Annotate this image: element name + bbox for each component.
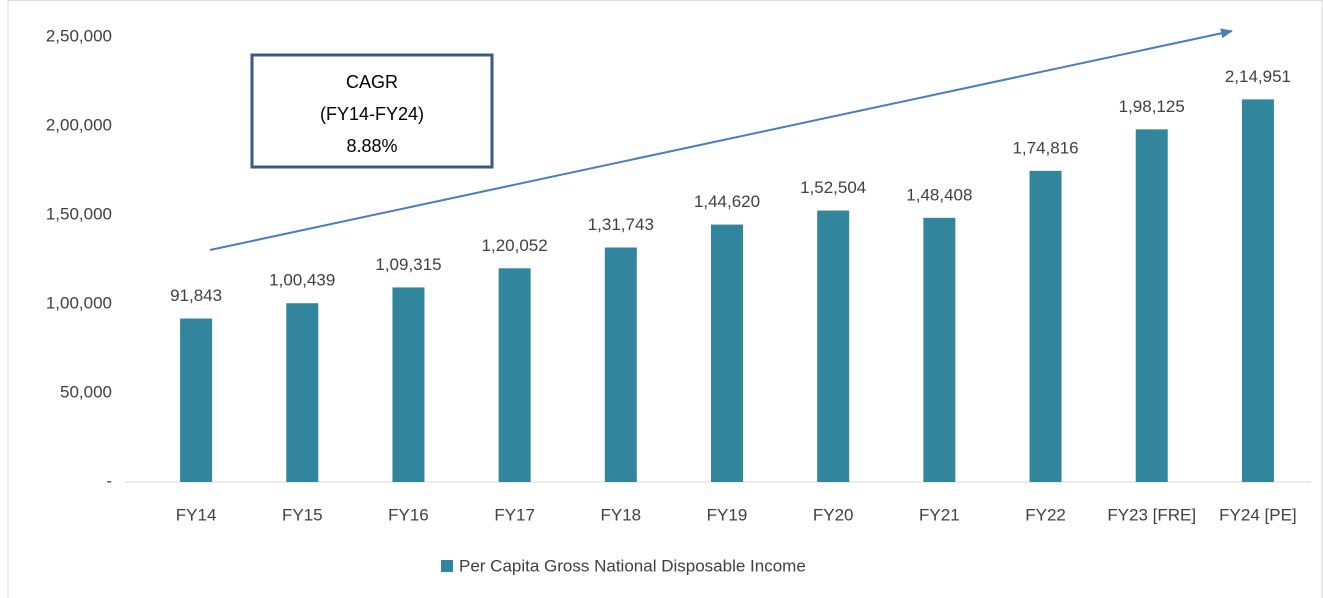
data-label: 1,09,315 xyxy=(375,255,441,274)
data-label: 1,48,408 xyxy=(906,185,972,204)
bar xyxy=(392,287,425,482)
y-tick-label: 2,50,000 xyxy=(46,26,112,45)
y-tick-label: 50,000 xyxy=(60,382,112,401)
cagr-box xyxy=(250,53,494,169)
bar xyxy=(286,303,319,482)
bar xyxy=(1241,99,1274,483)
x-tick-label: FY15 xyxy=(282,505,323,524)
x-tick-label: FY18 xyxy=(600,505,641,524)
data-label: 1,74,816 xyxy=(1012,138,1078,157)
bar xyxy=(817,210,850,482)
bar xyxy=(711,224,743,482)
bar xyxy=(1135,129,1168,482)
bar xyxy=(180,318,213,482)
x-tick-label: FY17 xyxy=(494,505,535,524)
x-tick-label: FY22 xyxy=(1025,505,1066,524)
x-tick-label: FY20 xyxy=(813,505,854,524)
data-label: 91,843 xyxy=(170,286,222,305)
x-tick-label: FY23 [FRE] xyxy=(1107,505,1196,524)
x-tick-label: FY14 xyxy=(176,505,217,524)
bar xyxy=(604,247,637,482)
annotation-text: (FY14-FY24) xyxy=(320,104,424,124)
data-label: 1,20,052 xyxy=(482,236,548,255)
legend-swatch xyxy=(441,560,453,572)
data-label: 1,00,439 xyxy=(269,271,335,290)
y-tick-label: 1,00,000 xyxy=(46,293,112,312)
x-tick-label: FY19 xyxy=(707,505,748,524)
annotation-text: CAGR xyxy=(346,72,398,92)
trend-arrow xyxy=(209,28,1233,251)
x-tick-label: FY24 [PE] xyxy=(1219,505,1296,524)
y-tick-label: 2,00,000 xyxy=(46,115,112,134)
data-label: 1,98,125 xyxy=(1119,97,1185,116)
data-label: 1,31,743 xyxy=(588,215,654,234)
annotation-text: 8.88% xyxy=(346,136,397,156)
data-label: 1,52,504 xyxy=(800,178,866,197)
x-tick-label: FY21 xyxy=(919,505,960,524)
x-tick-label: FY16 xyxy=(388,505,429,524)
data-label: 2,14,951 xyxy=(1225,67,1291,86)
y-tick-label: 1,50,000 xyxy=(46,204,112,223)
chart-border xyxy=(7,0,1323,598)
data-label: 1,44,620 xyxy=(694,192,760,211)
bar xyxy=(1029,170,1062,482)
y-tick-label: - xyxy=(106,471,112,490)
bar xyxy=(923,217,956,483)
legend-label: Per Capita Gross National Disposable Inc… xyxy=(459,556,806,575)
bar xyxy=(498,268,531,482)
